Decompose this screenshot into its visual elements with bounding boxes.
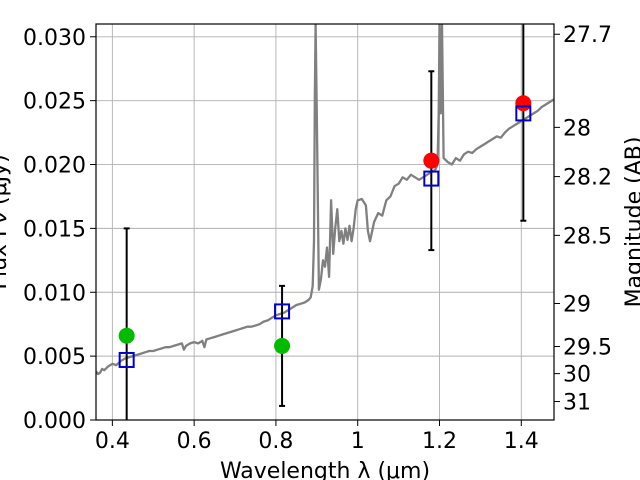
x-axis-label: Wavelength λ (μm) [220,459,430,480]
data-markers [118,95,532,368]
model-photometry-square [274,303,291,320]
right-tick-label: 28 [563,116,591,141]
right-axis-label: Magnitude (AB) [622,137,640,308]
right-tick-label: 30 [563,363,591,388]
right-tick-label: 29 [563,292,591,317]
y-tick-label: 0.010 [23,281,86,306]
y-axis-label: Flux Fν (μJy) [0,154,12,289]
x-axis-ticks: 0.4 0.6 0.8 1 1.2 1.4 [95,420,539,454]
x-tick-label: 0.4 [95,429,130,454]
x-tick-label: 1.4 [504,429,539,454]
right-tick-label: 27.7 [563,23,612,48]
error-bars [123,24,527,420]
x-tick-label: 0.6 [177,429,212,454]
red-data-point [515,95,532,112]
y-tick-label: 0.020 [23,154,86,179]
model-photometry-square [118,351,135,368]
y-tick-label: 0.005 [23,345,86,370]
right-tick-label: 31 [563,391,591,416]
model-photometry-square [515,105,532,122]
green-data-point [118,327,135,344]
plot-frame [95,23,555,421]
right-tick-label: 28.2 [563,166,612,191]
model-spectrum-layer [96,24,554,376]
x-tick-label: 0.8 [258,429,293,454]
y-tick-label: 0.015 [23,217,86,242]
model-photometry-square [423,170,440,187]
model-spectrum-line [96,24,554,376]
right-tick-label: 28.5 [563,224,612,249]
y-tick-label: 0.000 [23,409,86,434]
x-tick-label: 1 [351,429,365,454]
grid-lines [96,24,554,421]
right-axis-ticks: 27.7 28 28.2 28.5 29 29.5 30 31 [554,23,612,416]
red-data-point [423,152,440,169]
x-tick-label: 1.2 [422,429,457,454]
green-data-point [274,337,291,354]
y-tick-label: 0.030 [23,26,86,51]
y-tick-label: 0.025 [23,90,86,115]
right-tick-label: 29.5 [563,335,612,360]
y-axis-ticks: 0.000 0.005 0.010 0.015 0.020 0.025 0.030 [23,26,96,434]
